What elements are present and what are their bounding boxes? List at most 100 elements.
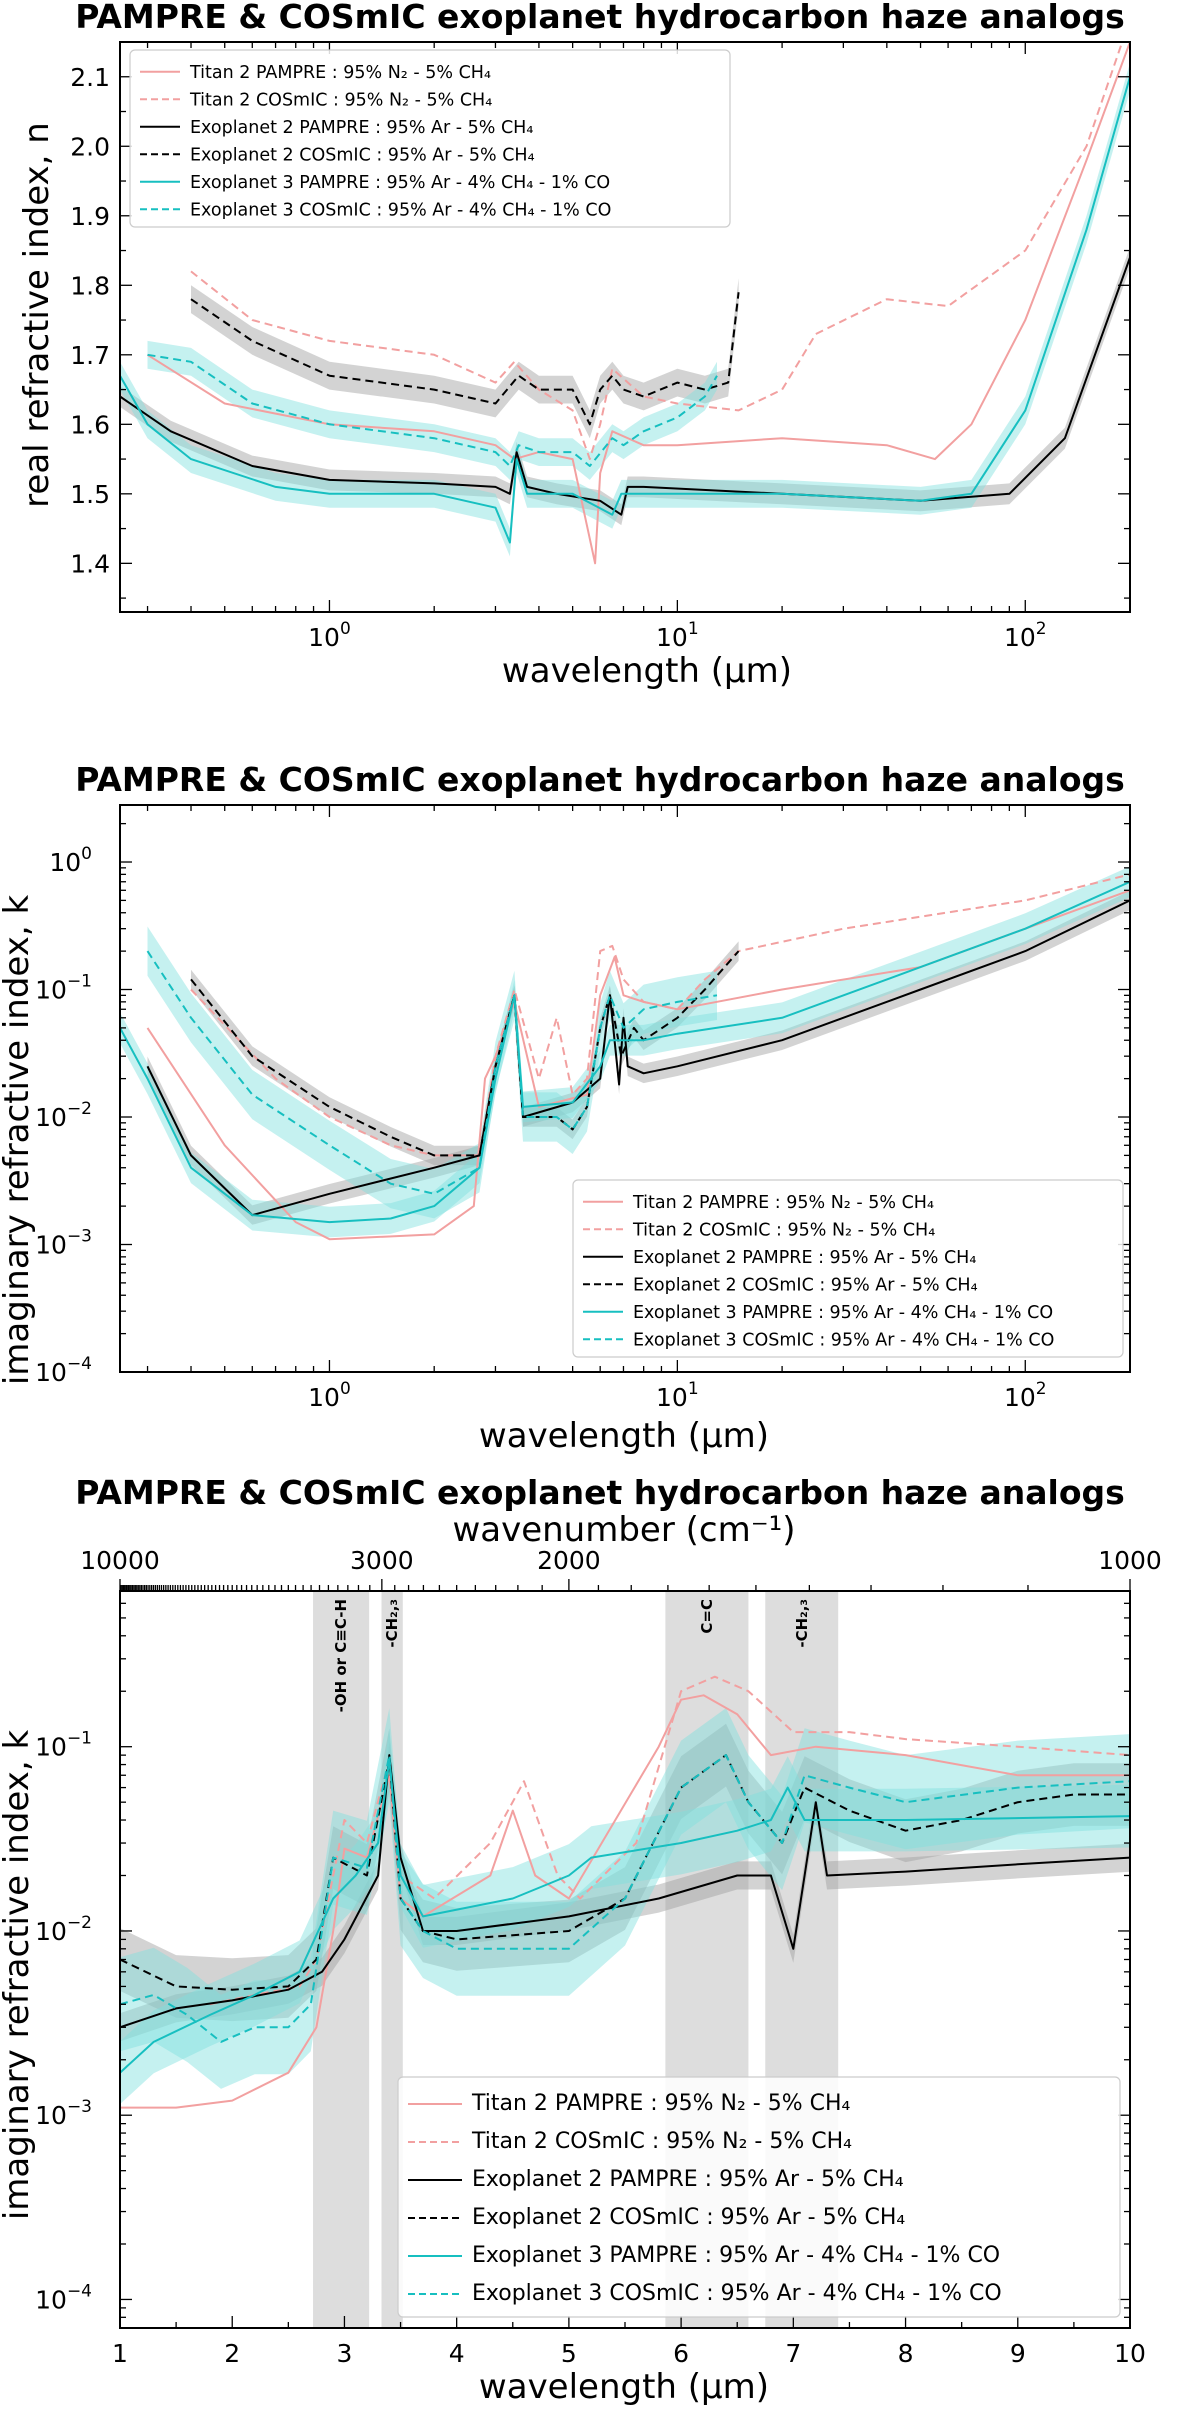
x-tick-label: 100 xyxy=(308,1379,351,1412)
legend-label-5: Exoplanet 3 COSmIC : 95% Ar - 4% CH₄ - 1… xyxy=(633,1330,1054,1350)
series-line-5 xyxy=(120,1754,1130,2043)
panel-3-ylabel: imaginary refractive index, k xyxy=(0,1730,37,2221)
absorption-band-0 xyxy=(313,1591,370,2328)
legend: Titan 2 PAMPRE : 95% N₂ - 5% CH₄ Titan 2 … xyxy=(397,2076,1121,2318)
series-line-0 xyxy=(146,42,1130,565)
panel-1-xlabel: wavelength (μm) xyxy=(502,651,792,691)
series-line-5 xyxy=(146,950,718,1195)
top-tick-label: 3000 xyxy=(350,1546,414,1575)
y-tick-label: 1.9 xyxy=(70,202,110,231)
x-tick-label: 4 xyxy=(449,2339,465,2368)
legend-label-1: Titan 2 COSmIC : 95% N₂ - 5% CH₄ xyxy=(471,2129,852,2154)
y-tick-label: 10−4 xyxy=(35,2281,92,2314)
legend-box xyxy=(397,2076,1121,2318)
y-tick-label: 2.0 xyxy=(70,132,110,161)
y-tick-label: 10−2 xyxy=(35,1099,92,1132)
y-tick-label: 10−4 xyxy=(35,1354,92,1387)
band-label-0: -OH or C≡C-H xyxy=(332,1599,350,1712)
top-tick-label: 10000 xyxy=(80,1546,160,1575)
x-tick-label: 101 xyxy=(656,1379,699,1412)
y-tick-label: 1.7 xyxy=(70,341,110,370)
legend-box xyxy=(572,1179,1124,1358)
x-tick-label: 2 xyxy=(224,2339,240,2368)
series-line-4 xyxy=(120,880,1130,1224)
band-label-2: C=C xyxy=(698,1599,716,1634)
legend-label-4: Exoplanet 3 PAMPRE : 95% Ar - 4% CH₄ - 1… xyxy=(472,2243,1000,2268)
panel-real-index: PAMPRE & COSmIC exoplanet hydrocarbon ha… xyxy=(17,0,1131,691)
legend-label-4: Exoplanet 3 PAMPRE : 95% Ar - 4% CH₄ - 1… xyxy=(633,1303,1053,1323)
y-tick-label: 100 xyxy=(49,844,92,877)
x-tick-label: 1 xyxy=(112,2339,128,2368)
panel-1-ylabel: real refractive index, n xyxy=(17,122,57,508)
uncertainty-band-series-3 xyxy=(191,278,739,439)
series-line-2 xyxy=(146,899,1130,1217)
series-line-1 xyxy=(190,873,1130,1157)
series-line-3 xyxy=(190,292,740,426)
legend-label-0: Titan 2 PAMPRE : 95% N₂ - 5% CH₄ xyxy=(471,2091,851,2116)
legend-label-0: Titan 2 PAMPRE : 95% N₂ - 5% CH₄ xyxy=(632,1193,934,1213)
panel-imag-index: PAMPRE & COSmIC exoplanet hydrocarbon ha… xyxy=(0,760,1131,1456)
y-tick-label: 2.1 xyxy=(70,63,110,92)
band-label-1: -CH₂,₃ xyxy=(383,1599,401,1648)
band-label-3: -CH₂,₃ xyxy=(793,1599,811,1648)
panel-2-title: PAMPRE & COSmIC exoplanet hydrocarbon ha… xyxy=(75,760,1125,799)
x-tick-label: 102 xyxy=(1004,1379,1047,1412)
x-tick-label: 10 xyxy=(1114,2339,1146,2368)
series-line-2 xyxy=(120,1754,1130,2029)
legend-label-0: Titan 2 PAMPRE : 95% N₂ - 5% CH₄ xyxy=(189,63,491,83)
x-tick-label: 101 xyxy=(656,619,699,652)
legend-label-2: Exoplanet 2 PAMPRE : 95% Ar - 5% CH₄ xyxy=(190,118,533,138)
y-tick-label: 1.8 xyxy=(70,271,110,300)
x-tick-label: 9 xyxy=(1010,2339,1026,2368)
uncertainty-band-series-2 xyxy=(120,1741,1130,2042)
legend: Titan 2 PAMPRE : 95% N₂ - 5% CH₄ Titan 2 … xyxy=(129,49,731,228)
y-tick-label: 1.6 xyxy=(70,410,110,439)
panel-3-title: PAMPRE & COSmIC exoplanet hydrocarbon ha… xyxy=(75,1473,1125,1512)
axes-frame xyxy=(119,804,1131,1373)
legend-label-5: Exoplanet 3 COSmIC : 95% Ar - 4% CH₄ - 1… xyxy=(190,200,611,220)
legend-label-4: Exoplanet 3 PAMPRE : 95% Ar - 4% CH₄ - 1… xyxy=(190,173,610,193)
panel-3-xlabel: wavelength (μm) xyxy=(479,2367,769,2407)
panel-2-xlabel: wavelength (μm) xyxy=(479,1416,769,1456)
uncertainty-band-series-3 xyxy=(120,1723,1130,2022)
x-tick-label: 102 xyxy=(1004,619,1047,652)
uncertainty-band-series-4 xyxy=(120,866,1130,1238)
x-tick-label: 7 xyxy=(785,2339,801,2368)
uncertainty-band-series-5 xyxy=(147,340,717,480)
series-line-0 xyxy=(120,1694,1130,2109)
legend-label-3: Exoplanet 2 COSmIC : 95% Ar - 5% CH₄ xyxy=(472,2205,905,2230)
panel-2-ylabel: imaginary refractive index, k xyxy=(0,895,37,1386)
y-tick-label: 10−1 xyxy=(35,972,92,1005)
y-tick-label: 1.4 xyxy=(70,549,110,578)
legend-label-1: Titan 2 COSmIC : 95% N₂ - 5% CH₄ xyxy=(632,1220,935,1240)
y-tick-label: 10−1 xyxy=(35,1729,92,1762)
series-line-1 xyxy=(209,1675,1130,2006)
series-line-5 xyxy=(147,353,718,467)
top-tick-label: 2000 xyxy=(537,1546,601,1575)
uncertainty-band-series-3 xyxy=(191,941,739,1166)
legend-label-1: Titan 2 COSmIC : 95% N₂ - 5% CH₄ xyxy=(189,90,492,110)
x-tick-label: 100 xyxy=(308,619,351,652)
legend-label-2: Exoplanet 2 PAMPRE : 95% Ar - 5% CH₄ xyxy=(472,2167,904,2192)
series-line-0 xyxy=(146,889,1130,1241)
panel-imag-index-zoom: PAMPRE & COSmIC exoplanet hydrocarbon ha… xyxy=(0,1473,1162,2407)
axes-frame xyxy=(119,41,1131,613)
y-tick-label: 10−3 xyxy=(35,2097,92,2130)
y-tick-label: 10−3 xyxy=(35,1227,92,1260)
legend-label-3: Exoplanet 2 COSmIC : 95% Ar - 5% CH₄ xyxy=(633,1275,978,1295)
x-tick-label: 5 xyxy=(561,2339,577,2368)
panel-1-title: PAMPRE & COSmIC exoplanet hydrocarbon ha… xyxy=(75,0,1125,36)
uncertainty-band-series-5 xyxy=(147,926,717,1219)
panel-3-top-xlabel: wavenumber (cm⁻¹) xyxy=(452,1510,795,1550)
y-tick-label: 1.5 xyxy=(70,480,110,509)
series-line-1 xyxy=(190,42,1124,461)
y-tick-label: 10−2 xyxy=(35,1913,92,1946)
x-tick-label: 6 xyxy=(673,2339,689,2368)
top-tick-label: 1000 xyxy=(1098,1546,1162,1575)
series-line-3 xyxy=(120,1754,1130,1991)
x-tick-label: 3 xyxy=(336,2339,352,2368)
series-line-4 xyxy=(120,76,1130,544)
x-tick-label: 8 xyxy=(898,2339,914,2368)
legend-box xyxy=(129,49,731,228)
